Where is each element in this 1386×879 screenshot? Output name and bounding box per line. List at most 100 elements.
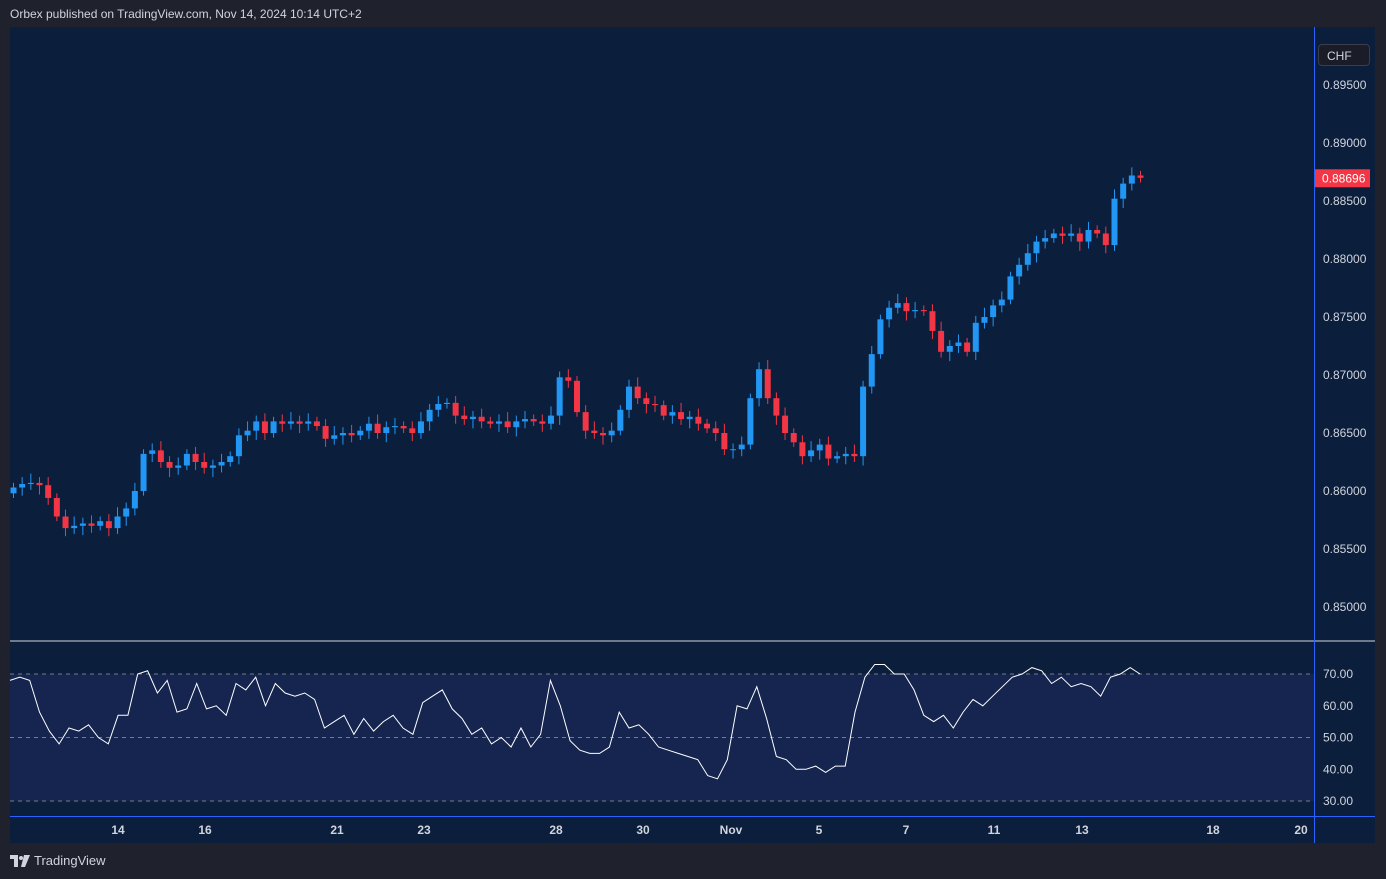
- candle-down: [53, 497, 60, 517]
- candle-up: [79, 523, 86, 526]
- candle-up: [209, 465, 216, 468]
- time-tick-label: 21: [330, 823, 344, 837]
- candle-up: [972, 322, 979, 352]
- candle-up: [669, 412, 676, 416]
- price-tick-label: 0.85000: [1323, 600, 1367, 614]
- candle-up: [756, 369, 763, 399]
- candle-down: [45, 485, 52, 498]
- candle-down: [157, 450, 164, 462]
- candle-up: [469, 416, 476, 420]
- candle-down: [1059, 233, 1066, 236]
- candle-up: [1085, 230, 1092, 242]
- candle-up: [183, 453, 190, 466]
- candle-up: [331, 435, 338, 439]
- candle-up: [71, 525, 78, 529]
- candle-up: [617, 409, 624, 431]
- candle-up: [686, 416, 693, 420]
- candle-down: [678, 412, 685, 420]
- publish-header: Orbex published on TradingView.com, Nov …: [10, 7, 362, 21]
- candle-up: [435, 404, 442, 410]
- candle-up: [513, 421, 520, 428]
- price-tick-label: 0.89000: [1323, 136, 1367, 150]
- candle-down: [261, 421, 268, 433]
- candle-up: [253, 421, 260, 431]
- candle-up: [149, 450, 156, 454]
- candle-up: [834, 456, 841, 459]
- candle-up: [556, 377, 563, 416]
- time-tick-label: 28: [549, 823, 563, 837]
- candle-up: [305, 421, 312, 424]
- candle-down: [461, 415, 468, 420]
- time-tick-label: 14: [111, 823, 125, 837]
- rsi-tick-label: 70.00: [1323, 667, 1353, 681]
- rsi-tick-label: 60.00: [1323, 699, 1353, 713]
- tradingview-logo-icon: [10, 854, 30, 867]
- candle-up: [955, 342, 962, 346]
- time-tick-label: 13: [1075, 823, 1089, 837]
- candle-up: [1007, 276, 1014, 300]
- candle-up: [426, 409, 433, 422]
- candle-up: [365, 423, 372, 431]
- candle-down: [1076, 233, 1083, 242]
- candle-up: [19, 484, 26, 488]
- candle-down: [929, 311, 936, 331]
- candle-up: [495, 421, 502, 424]
- candle-down: [36, 482, 43, 486]
- candle-up: [1024, 253, 1031, 265]
- candle-down: [782, 415, 789, 433]
- candle-up: [1120, 183, 1127, 199]
- candle-up: [747, 398, 754, 445]
- price-tick-label: 0.87000: [1323, 368, 1367, 382]
- candle-down: [721, 433, 728, 450]
- candle-down: [1094, 230, 1101, 234]
- candle-up: [981, 317, 988, 323]
- candle-down: [322, 426, 329, 439]
- candle-up: [287, 421, 294, 424]
- candle-up: [738, 444, 745, 450]
- candle-up: [886, 307, 893, 320]
- candle-down: [634, 386, 641, 399]
- candle-down: [851, 453, 858, 457]
- candle-up: [97, 521, 104, 526]
- candle-down: [374, 423, 381, 433]
- time-tick-label: 11: [988, 823, 1001, 837]
- candles: [10, 167, 1144, 537]
- candle-up: [521, 419, 528, 422]
- candle-up: [842, 453, 849, 457]
- rsi-tick-label: 50.00: [1323, 731, 1353, 745]
- candle-down: [825, 444, 832, 459]
- time-tick-label: Nov: [720, 823, 743, 837]
- candle-up: [383, 427, 390, 433]
- candle-up: [131, 491, 138, 509]
- time-tick-label: 5: [816, 823, 823, 837]
- price-tick-label: 0.89500: [1323, 78, 1367, 92]
- currency-button[interactable]: CHF: [1318, 44, 1370, 66]
- time-tick-label: 7: [903, 823, 910, 837]
- last-price-label: 0.88696: [1322, 171, 1366, 185]
- candle-down: [487, 421, 494, 424]
- candle-down: [296, 421, 303, 424]
- candle-up: [227, 456, 234, 462]
- candle-up: [626, 386, 633, 410]
- candle-up: [1042, 238, 1049, 242]
- candle-up: [808, 450, 815, 457]
- candle-up: [27, 482, 34, 485]
- candle-down: [1102, 233, 1109, 246]
- candle-down: [105, 521, 112, 529]
- candle-down: [574, 380, 580, 413]
- tradingview-logo[interactable]: TradingView: [10, 853, 106, 868]
- candle-down: [712, 428, 719, 433]
- candle-up: [114, 516, 121, 529]
- candle-down: [799, 442, 806, 457]
- candle-up: [1068, 233, 1075, 236]
- candle-up: [860, 386, 867, 457]
- candle-down: [964, 342, 971, 352]
- time-tick-label: 16: [198, 823, 212, 837]
- candle-down: [764, 369, 771, 399]
- candle-down: [582, 412, 589, 431]
- candle-down: [400, 426, 407, 429]
- candle-down: [790, 433, 797, 443]
- price-tick-label: 0.85500: [1323, 542, 1367, 556]
- candle-down: [62, 516, 69, 529]
